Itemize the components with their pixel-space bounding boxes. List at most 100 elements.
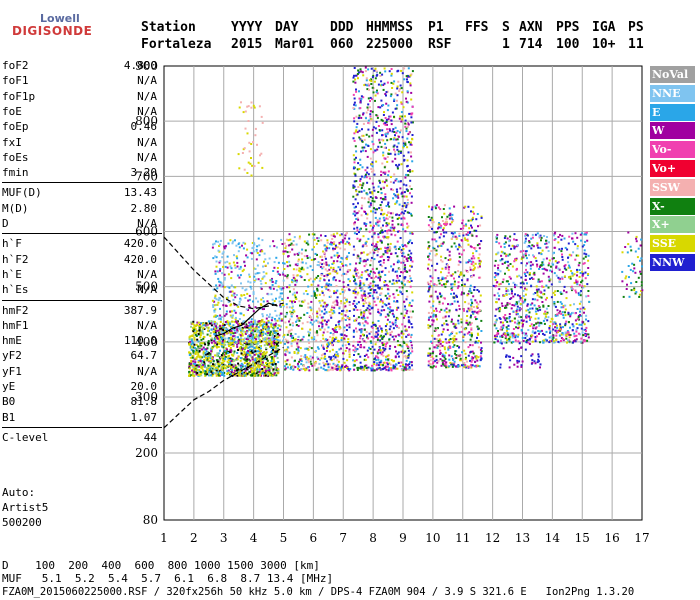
- echo-point: [408, 281, 411, 283]
- echo-point: [474, 355, 477, 358]
- echo-point: [335, 336, 338, 339]
- echo-point: [190, 359, 193, 362]
- echo-point: [228, 345, 230, 347]
- echo-point: [353, 206, 356, 209]
- echo-point: [191, 364, 194, 367]
- echo-point: [405, 335, 408, 338]
- echo-point: [374, 149, 377, 152]
- param-value: N/A: [137, 89, 157, 103]
- echo-point: [386, 313, 389, 316]
- echo-point: [429, 219, 432, 222]
- echo-point: [361, 287, 364, 290]
- echo-point: [331, 339, 334, 342]
- echo-point: [267, 371, 269, 374]
- echo-point: [234, 340, 237, 343]
- echo-point: [445, 311, 448, 314]
- echo-point: [378, 139, 381, 142]
- echo-point: [455, 332, 458, 335]
- echo-point: [360, 175, 363, 178]
- echo-point: [404, 266, 407, 269]
- echo-point: [480, 216, 483, 219]
- echo-point: [272, 346, 275, 349]
- echo-point: [219, 325, 222, 327]
- echo-point: [398, 230, 401, 233]
- echo-point: [358, 168, 361, 170]
- echo-point: [217, 374, 220, 377]
- echo-point: [242, 344, 245, 347]
- echo-point: [328, 289, 331, 292]
- echo-point: [470, 210, 472, 213]
- echo-point: [227, 352, 230, 354]
- echo-point: [470, 363, 473, 366]
- echo-point: [301, 248, 304, 251]
- echo-point: [223, 363, 225, 366]
- echo-point: [241, 152, 244, 154]
- echo-point: [331, 341, 334, 344]
- echo-point: [354, 78, 357, 81]
- echo-point: [365, 331, 368, 333]
- echo-point: [194, 364, 197, 367]
- echo-point: [188, 338, 191, 341]
- echo-point: [288, 363, 291, 366]
- echo-point: [477, 312, 480, 315]
- echo-point: [224, 321, 227, 323]
- echo-point: [369, 221, 372, 224]
- echo-point: [353, 74, 355, 77]
- echo-point: [326, 320, 328, 323]
- echo-point: [399, 151, 402, 154]
- echo-point: [356, 293, 359, 296]
- echo-point: [327, 338, 330, 341]
- echo-point: [355, 90, 358, 93]
- echo-point: [307, 357, 310, 360]
- echo-point: [369, 113, 372, 116]
- echo-point: [375, 331, 378, 334]
- echo-point: [201, 365, 204, 368]
- echo-point: [407, 151, 410, 154]
- echo-point: [258, 331, 261, 334]
- echo-point: [223, 371, 226, 374]
- echo-point: [220, 345, 223, 348]
- echo-point: [391, 226, 394, 229]
- echo-point: [228, 364, 231, 367]
- echo-point: [471, 344, 474, 347]
- echo-point: [218, 317, 220, 320]
- echo-point: [375, 114, 378, 117]
- echo-point: [263, 308, 265, 310]
- echo-point: [242, 354, 245, 357]
- echo-point: [191, 356, 194, 359]
- echo-point: [368, 346, 370, 349]
- echo-point: [289, 264, 292, 267]
- echo-point: [410, 265, 413, 268]
- echo-point: [363, 355, 366, 357]
- echo-point: [250, 323, 253, 326]
- echo-point: [370, 210, 372, 213]
- echo-point: [357, 301, 360, 304]
- echo-point: [232, 332, 235, 335]
- echo-point: [473, 212, 475, 215]
- echo-point: [197, 321, 200, 324]
- echo-point: [385, 358, 387, 361]
- echo-point: [293, 236, 296, 239]
- echo-point: [348, 350, 351, 353]
- echo-point: [352, 344, 355, 347]
- echo-point: [360, 276, 363, 279]
- echo-point: [214, 272, 217, 275]
- echo-point: [456, 345, 459, 347]
- echo-point: [382, 367, 385, 370]
- echo-point: [452, 346, 455, 348]
- echo-point: [367, 273, 370, 276]
- echo-point: [402, 332, 405, 335]
- echo-point: [292, 288, 295, 291]
- echo-point: [228, 362, 231, 365]
- echo-point: [384, 142, 387, 145]
- echo-point: [214, 270, 217, 273]
- echo-point: [384, 171, 387, 174]
- echo-point: [444, 266, 447, 269]
- echo-point: [321, 319, 324, 322]
- echo-point: [409, 264, 412, 267]
- echo-point: [370, 118, 373, 121]
- echo-point: [250, 330, 253, 333]
- echo-point: [268, 339, 270, 342]
- echo-point: [383, 111, 385, 114]
- echo-point: [319, 277, 322, 280]
